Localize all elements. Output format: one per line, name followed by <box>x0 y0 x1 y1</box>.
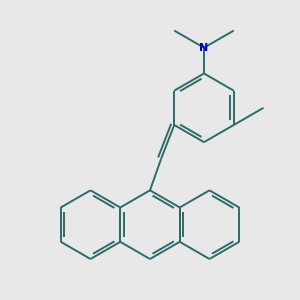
Text: N: N <box>200 43 208 53</box>
